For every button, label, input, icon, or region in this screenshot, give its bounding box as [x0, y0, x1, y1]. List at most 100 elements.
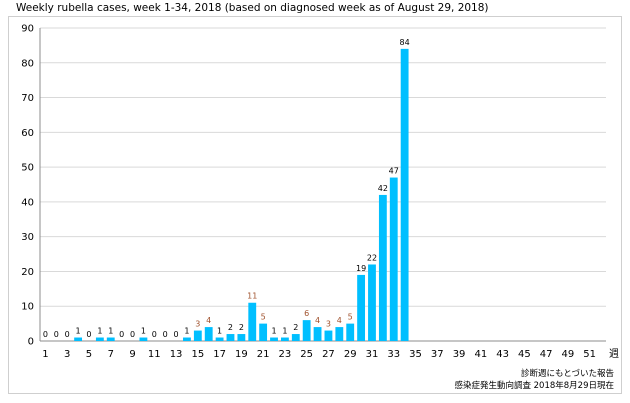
bar-week-30 — [357, 274, 366, 341]
x-tick-label: 9 — [129, 349, 135, 360]
data-label-week-11: 0 — [152, 330, 157, 339]
data-label-week-33: 47 — [389, 167, 399, 176]
y-tick-label: 50 — [21, 163, 34, 174]
x-tick-label: 23 — [279, 349, 292, 360]
data-label-week-7: 1 — [108, 327, 113, 336]
x-tick-label: 17 — [213, 349, 226, 360]
data-label-week-12: 0 — [163, 330, 168, 339]
data-label-week-6: 1 — [97, 327, 102, 336]
x-tick-label: 27 — [322, 349, 335, 360]
y-tick-label: 10 — [21, 302, 34, 313]
x-tick-label: 13 — [170, 349, 183, 360]
x-tick-label: 49 — [562, 349, 575, 360]
data-label-week-28: 4 — [337, 316, 342, 325]
data-label-week-26: 4 — [315, 316, 320, 325]
data-label-week-34: 84 — [400, 38, 410, 47]
bar-week-17 — [215, 337, 224, 341]
x-tick-label: 11 — [148, 349, 161, 360]
bar-week-6 — [95, 337, 104, 341]
bar-week-16 — [204, 327, 213, 341]
x-tick-label: 47 — [540, 349, 553, 360]
x-tick-label: 21 — [257, 349, 270, 360]
data-label-week-8: 0 — [119, 330, 124, 339]
bar-week-27 — [324, 330, 333, 341]
bar-week-29 — [346, 323, 355, 341]
bar-week-10 — [139, 337, 148, 341]
x-tick-label: 29 — [344, 349, 357, 360]
y-tick-label: 90 — [21, 24, 34, 35]
x-tick-label: 45 — [518, 349, 531, 360]
y-tick-label: 0 — [28, 337, 34, 348]
x-tick-label: 7 — [108, 349, 114, 360]
data-label-week-25: 6 — [304, 309, 309, 318]
bar-week-7 — [106, 337, 115, 341]
bar-week-33 — [389, 177, 398, 341]
data-label-week-32: 42 — [378, 184, 388, 193]
bar-week-31 — [368, 264, 376, 341]
x-tick-label: 37 — [431, 349, 444, 360]
data-label-week-29: 5 — [348, 313, 353, 322]
bar-week-28 — [335, 327, 344, 341]
bar-week-14 — [183, 337, 191, 341]
bar-week-21 — [259, 323, 268, 341]
bar-week-19 — [237, 334, 246, 341]
x-tick-label: 31 — [366, 349, 379, 360]
bar-week-32 — [378, 194, 387, 341]
data-label-week-17: 1 — [217, 327, 222, 336]
data-label-week-24: 2 — [293, 323, 298, 332]
y-tick-label: 70 — [21, 93, 34, 104]
bar-week-22 — [270, 337, 278, 341]
y-tick-label: 40 — [21, 197, 34, 208]
x-tick-label: 19 — [235, 349, 248, 360]
data-label-week-27: 3 — [326, 320, 331, 329]
data-label-week-1: 0 — [43, 330, 48, 339]
bar-week-4 — [74, 337, 83, 341]
data-label-week-16: 4 — [206, 316, 211, 325]
source-note-diagnosis: 診断週にもとづいた報告 — [521, 369, 614, 379]
y-tick-label: 80 — [21, 58, 34, 69]
x-tick-label: 5 — [86, 349, 92, 360]
chart-title: Weekly rubella cases, week 1-34, 2018 (b… — [16, 2, 489, 14]
data-label-week-14: 1 — [184, 327, 189, 336]
y-tick-label: 60 — [21, 128, 34, 139]
bar-week-18 — [226, 334, 235, 341]
data-label-week-3: 0 — [65, 330, 70, 339]
data-label-week-10: 1 — [141, 327, 146, 336]
x-tick-label: 15 — [191, 349, 204, 360]
data-label-week-19: 2 — [239, 323, 244, 332]
data-label-week-4: 1 — [76, 327, 81, 336]
data-label-week-15: 3 — [195, 320, 200, 329]
x-tick-label: 1 — [42, 349, 48, 360]
data-label-week-23: 1 — [282, 327, 287, 336]
chart-frame — [8, 16, 622, 394]
x-tick-label: 25 — [300, 349, 313, 360]
x-tick-label: 39 — [453, 349, 466, 360]
x-tick-label: 43 — [496, 349, 509, 360]
data-label-week-18: 2 — [228, 323, 233, 332]
data-label-week-21: 5 — [261, 313, 266, 322]
data-label-week-31: 22 — [367, 253, 377, 262]
y-tick-label: 30 — [21, 232, 34, 243]
x-tick-label: 35 — [409, 349, 422, 360]
x-unit-label: 週 — [609, 348, 619, 360]
data-label-week-5: 0 — [86, 330, 91, 339]
data-label-week-9: 0 — [130, 330, 135, 339]
x-tick-label: 41 — [474, 349, 487, 360]
bar-week-24 — [291, 334, 300, 341]
bar-week-34 — [400, 48, 409, 341]
x-tick-label: 33 — [387, 349, 400, 360]
x-tick-label: 51 — [583, 349, 596, 360]
data-label-week-2: 0 — [54, 330, 59, 339]
bar-week-26 — [313, 327, 322, 341]
data-label-week-30: 19 — [356, 264, 366, 273]
y-tick-label: 20 — [21, 267, 34, 278]
x-tick-label: 3 — [64, 349, 70, 360]
data-label-week-20: 11 — [247, 292, 257, 301]
data-label-week-13: 0 — [174, 330, 179, 339]
bar-week-23 — [280, 337, 289, 341]
source-note-survey: 感染症発生動向調査 2018年8月29日現在 — [454, 381, 614, 391]
bar-week-25 — [302, 320, 311, 341]
data-label-week-22: 1 — [271, 327, 276, 336]
bar-week-15 — [193, 330, 202, 341]
